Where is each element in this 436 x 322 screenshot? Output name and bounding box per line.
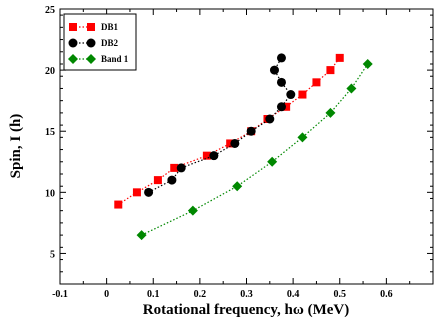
data-point [246, 126, 256, 136]
legend-item: Band 1 [68, 54, 129, 64]
x-tick-label: 0.6 [380, 289, 393, 300]
y-tick-label: 15 [45, 127, 55, 138]
data-point [276, 53, 286, 63]
data-point [232, 181, 243, 192]
legend-marker [86, 38, 96, 48]
data-point [326, 66, 335, 75]
data-point [230, 138, 240, 148]
data-point [153, 176, 162, 185]
x-tick-label: 0.3 [240, 289, 253, 300]
series-2 [144, 53, 296, 197]
legend: DB1 DB2 Band 1 [63, 13, 137, 71]
series-line [117, 57, 341, 206]
data-point [325, 107, 336, 118]
legend-marker [68, 54, 78, 64]
legend-item: DB2 [68, 38, 119, 48]
series-1 [114, 53, 344, 209]
x-tick-label: 0 [104, 289, 109, 300]
legend-label: Band 1 [101, 54, 129, 64]
data-point [297, 132, 308, 143]
data-point [132, 188, 141, 197]
data-point [170, 163, 179, 172]
y-tick-label: 20 [45, 66, 55, 77]
data-point [362, 59, 373, 69]
data-point [265, 114, 275, 124]
legend-label: DB1 [101, 22, 119, 32]
series-3 [136, 59, 373, 241]
legend-marker [87, 23, 95, 31]
legend-marker [86, 54, 96, 64]
legend-label: DB2 [101, 38, 119, 48]
axis-ticks: -0.1 0 0.1 0.2 0.3 0.4 0.5 0.6 5 10 15 20 25 [45, 5, 433, 300]
data-point [209, 151, 219, 161]
series-line [141, 63, 369, 236]
series-layer [114, 53, 373, 241]
data-point [226, 139, 235, 148]
data-point [286, 90, 296, 100]
series-line [148, 57, 292, 193]
legend-items: DB1 DB2 Band 1 [68, 22, 129, 64]
data-point [187, 205, 198, 216]
x-tick-label: 0.4 [287, 289, 300, 300]
data-point [335, 53, 344, 62]
y-axis-title: Spin, I (h) [8, 114, 24, 179]
data-point [202, 151, 211, 160]
data-point [144, 187, 154, 197]
x-tick-label: 0.2 [194, 289, 207, 300]
data-point [269, 65, 279, 75]
data-point [136, 230, 147, 241]
legend-marker [68, 38, 78, 48]
y-tick-label: 10 [45, 188, 55, 199]
data-point [276, 77, 286, 87]
legend-item: DB1 [69, 22, 119, 32]
data-point [276, 102, 286, 112]
data-point [114, 200, 123, 209]
data-point [346, 83, 357, 94]
legend-marker [69, 23, 77, 31]
x-tick-label: 0.1 [147, 289, 160, 300]
data-point [312, 78, 321, 87]
x-axis-title: Rotational frequency, hω (MeV) [143, 302, 350, 318]
y-tick-label: 5 [50, 249, 55, 260]
data-point [167, 175, 177, 185]
data-point [282, 102, 291, 111]
data-point [298, 90, 307, 99]
x-tick-label: 0.5 [334, 289, 347, 300]
data-point [176, 163, 186, 173]
y-tick-label: 25 [45, 5, 55, 16]
data-point [267, 156, 278, 167]
x-tick-label: -0.1 [52, 289, 68, 300]
